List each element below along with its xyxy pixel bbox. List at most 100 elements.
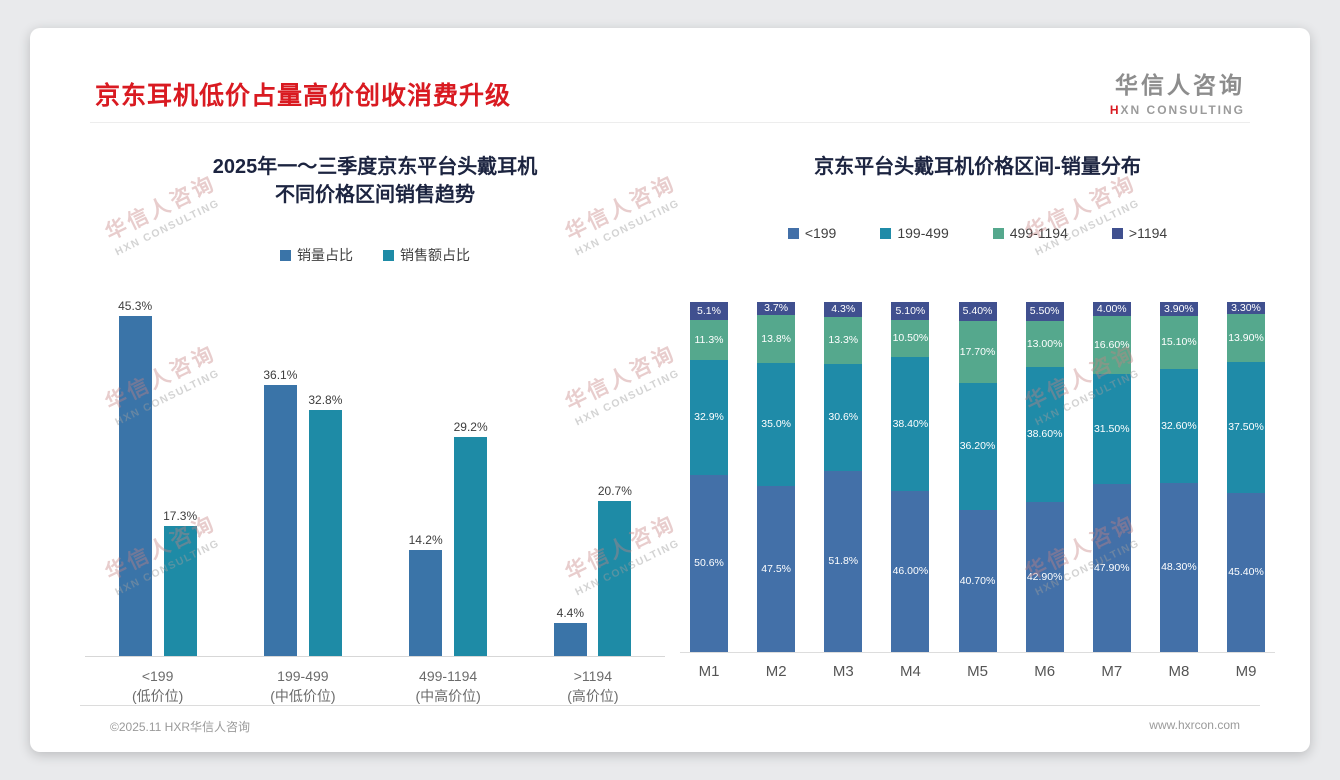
bar xyxy=(598,500,632,656)
stack-column: 3.7% 13.8% 35.0% 47.5% M2 xyxy=(757,302,796,680)
segment-value-label: 38.60% xyxy=(1026,428,1063,441)
bar-value-label: 45.3% xyxy=(118,299,153,314)
stack-segment: 45.40% xyxy=(1227,493,1265,652)
right-chart-legend: <199 199-499 499-1194 >1194 xyxy=(680,225,1275,241)
bar-value-label: 4.4% xyxy=(556,606,585,620)
segment-value-label: 40.70% xyxy=(959,574,996,587)
legend-item: <199 xyxy=(787,225,836,241)
category-label: >1194 (高价位) xyxy=(567,666,618,707)
segment-value-label: 4.00% xyxy=(1096,302,1127,315)
bar-wrap: 29.2% xyxy=(454,420,488,656)
segment-value-label: 47.90% xyxy=(1093,561,1130,574)
right-chart-title: 京东平台头戴耳机价格区间-销量分布 xyxy=(814,156,1141,178)
stack-segment: 47.5% xyxy=(757,485,796,652)
bar-group: 14.2% 29.2% 499-1194 (中高价位) xyxy=(409,291,488,707)
x-axis-label: M9 xyxy=(1235,663,1257,680)
legend-label: 销量占比 xyxy=(297,247,353,263)
bar-wrap: 36.1% xyxy=(263,368,297,656)
legend-swatch xyxy=(787,227,799,239)
bar-value-label: 36.1% xyxy=(263,368,298,383)
stack: 4.00% 16.60% 31.50% 47.90% xyxy=(1092,302,1131,652)
stack-segment: 4.00% xyxy=(1092,302,1131,317)
stack-segment: 32.9% xyxy=(690,359,728,475)
x-axis-label: M2 xyxy=(765,663,787,680)
stack: 5.40% 17.70% 36.20% 40.70% xyxy=(958,302,997,652)
header-divider xyxy=(90,122,1250,123)
stack-segment: 48.30% xyxy=(1159,482,1198,652)
segment-value-label: 32.60% xyxy=(1161,419,1197,432)
x-axis-label: M7 xyxy=(1101,663,1123,680)
segment-value-label: 13.8% xyxy=(761,332,792,345)
stack-segment: 13.00% xyxy=(1025,321,1064,367)
segment-value-label: 37.50% xyxy=(1228,421,1264,434)
left-chart-title-line1: 2025年一～三季度京东平台头戴耳机 xyxy=(212,156,538,178)
stack-segment: 37.50% xyxy=(1227,362,1265,494)
segment-value-label: 51.8% xyxy=(828,555,859,568)
segment-value-label: 47.5% xyxy=(761,562,792,575)
stack-segment: 38.40% xyxy=(891,356,930,491)
segment-value-label: 13.00% xyxy=(1026,337,1063,350)
bar-value-label: 14.2% xyxy=(408,532,443,547)
stack-segment: 5.40% xyxy=(958,302,997,321)
category-line: >1194 xyxy=(573,668,612,684)
segment-value-label: 30.6% xyxy=(828,410,859,423)
stack: 3.30% 13.90% 37.50% 45.40% xyxy=(1227,302,1265,652)
x-axis-label: M1 xyxy=(698,663,720,680)
category-line: (高价位) xyxy=(567,688,619,705)
stack-segment: 10.50% xyxy=(891,319,930,357)
segment-value-label: 17.70% xyxy=(959,345,996,358)
category-line: <199 xyxy=(141,668,174,684)
x-axis-label: M8 xyxy=(1168,663,1190,680)
x-axis xyxy=(85,656,665,657)
segment-value-label: 3.7% xyxy=(764,302,789,315)
legend-item: 销量占比 xyxy=(280,245,353,265)
legend-item: 499-1194 xyxy=(992,225,1068,241)
category-line: 499-1194 xyxy=(419,668,478,684)
segment-value-label: 3.90% xyxy=(1163,302,1194,315)
category-label: <199 (低价位) xyxy=(132,666,183,707)
segment-value-label: 5.40% xyxy=(962,305,993,318)
stack-segment: 31.50% xyxy=(1092,374,1131,485)
stack-segment: 3.30% xyxy=(1227,302,1265,314)
stack-segment: 11.3% xyxy=(690,320,728,360)
footer-website: www.hxrcon.com xyxy=(1149,718,1240,732)
x-axis-label: M4 xyxy=(899,663,921,680)
segment-value-label: 16.60% xyxy=(1093,338,1130,351)
bar-group: 4.4% 20.7% >1194 (高价位) xyxy=(553,291,632,707)
stack-segment: 42.90% xyxy=(1025,501,1064,652)
segment-value-label: 42.90% xyxy=(1026,570,1063,583)
stack: 4.3% 13.3% 30.6% 51.8% xyxy=(824,302,863,652)
bar-value-label: 32.8% xyxy=(308,393,343,407)
segment-value-label: 5.10% xyxy=(895,304,926,317)
legend-item: 199-499 xyxy=(880,225,949,241)
bar-wrap: 4.4% xyxy=(553,606,587,656)
category-label: 499-1194 (中高价位) xyxy=(415,666,480,707)
slide-card: 京东耳机低价占量高价创收消费升级 华信人咨询 HXN CONSULTING 20… xyxy=(30,28,1310,752)
segment-value-label: 13.3% xyxy=(828,334,859,347)
category-label: 199-499 (中低价位) xyxy=(270,666,335,707)
segment-value-label: 11.3% xyxy=(694,333,724,346)
stack-segment: 51.8% xyxy=(824,470,863,652)
segment-value-label: 50.6% xyxy=(694,557,724,570)
segment-value-label: 10.50% xyxy=(892,331,929,344)
footer-copyright: ©2025.11 HXR华信人咨询 xyxy=(110,720,250,734)
stack-column: 3.90% 15.10% 32.60% 48.30% M8 xyxy=(1159,302,1198,680)
stack-segment: 47.90% xyxy=(1092,484,1131,652)
segment-value-label: 5.1% xyxy=(697,305,721,318)
stack-column: 4.3% 13.3% 30.6% 51.8% M3 xyxy=(824,302,863,680)
stack-segment: 15.10% xyxy=(1159,316,1198,369)
bar xyxy=(263,385,297,656)
legend-swatch xyxy=(1111,227,1123,239)
page-title: 京东耳机低价占量高价创收消费升级 xyxy=(95,82,512,110)
legend-label: 499-1194 xyxy=(1009,225,1068,241)
logo: 华信人咨询 HXN CONSULTING xyxy=(1110,66,1245,117)
x-axis-label: M3 xyxy=(832,663,854,680)
right-chart-plot: 5.1% 11.3% 32.9% 50.6% M1 3.7% 13.8% 35.0% 47.5%… xyxy=(680,302,1275,680)
legend-label: 销售额占比 xyxy=(400,247,470,263)
legend-label: 199-499 xyxy=(897,225,949,241)
logo-name-en-rest: XN CONSULTING xyxy=(1120,103,1245,117)
bar-value-label: 29.2% xyxy=(453,420,488,434)
category-line: (低价位) xyxy=(131,688,184,705)
left-chart-legend: 销量占比 销售额占比 xyxy=(85,245,665,265)
category-line: (中高价位) xyxy=(415,688,481,705)
